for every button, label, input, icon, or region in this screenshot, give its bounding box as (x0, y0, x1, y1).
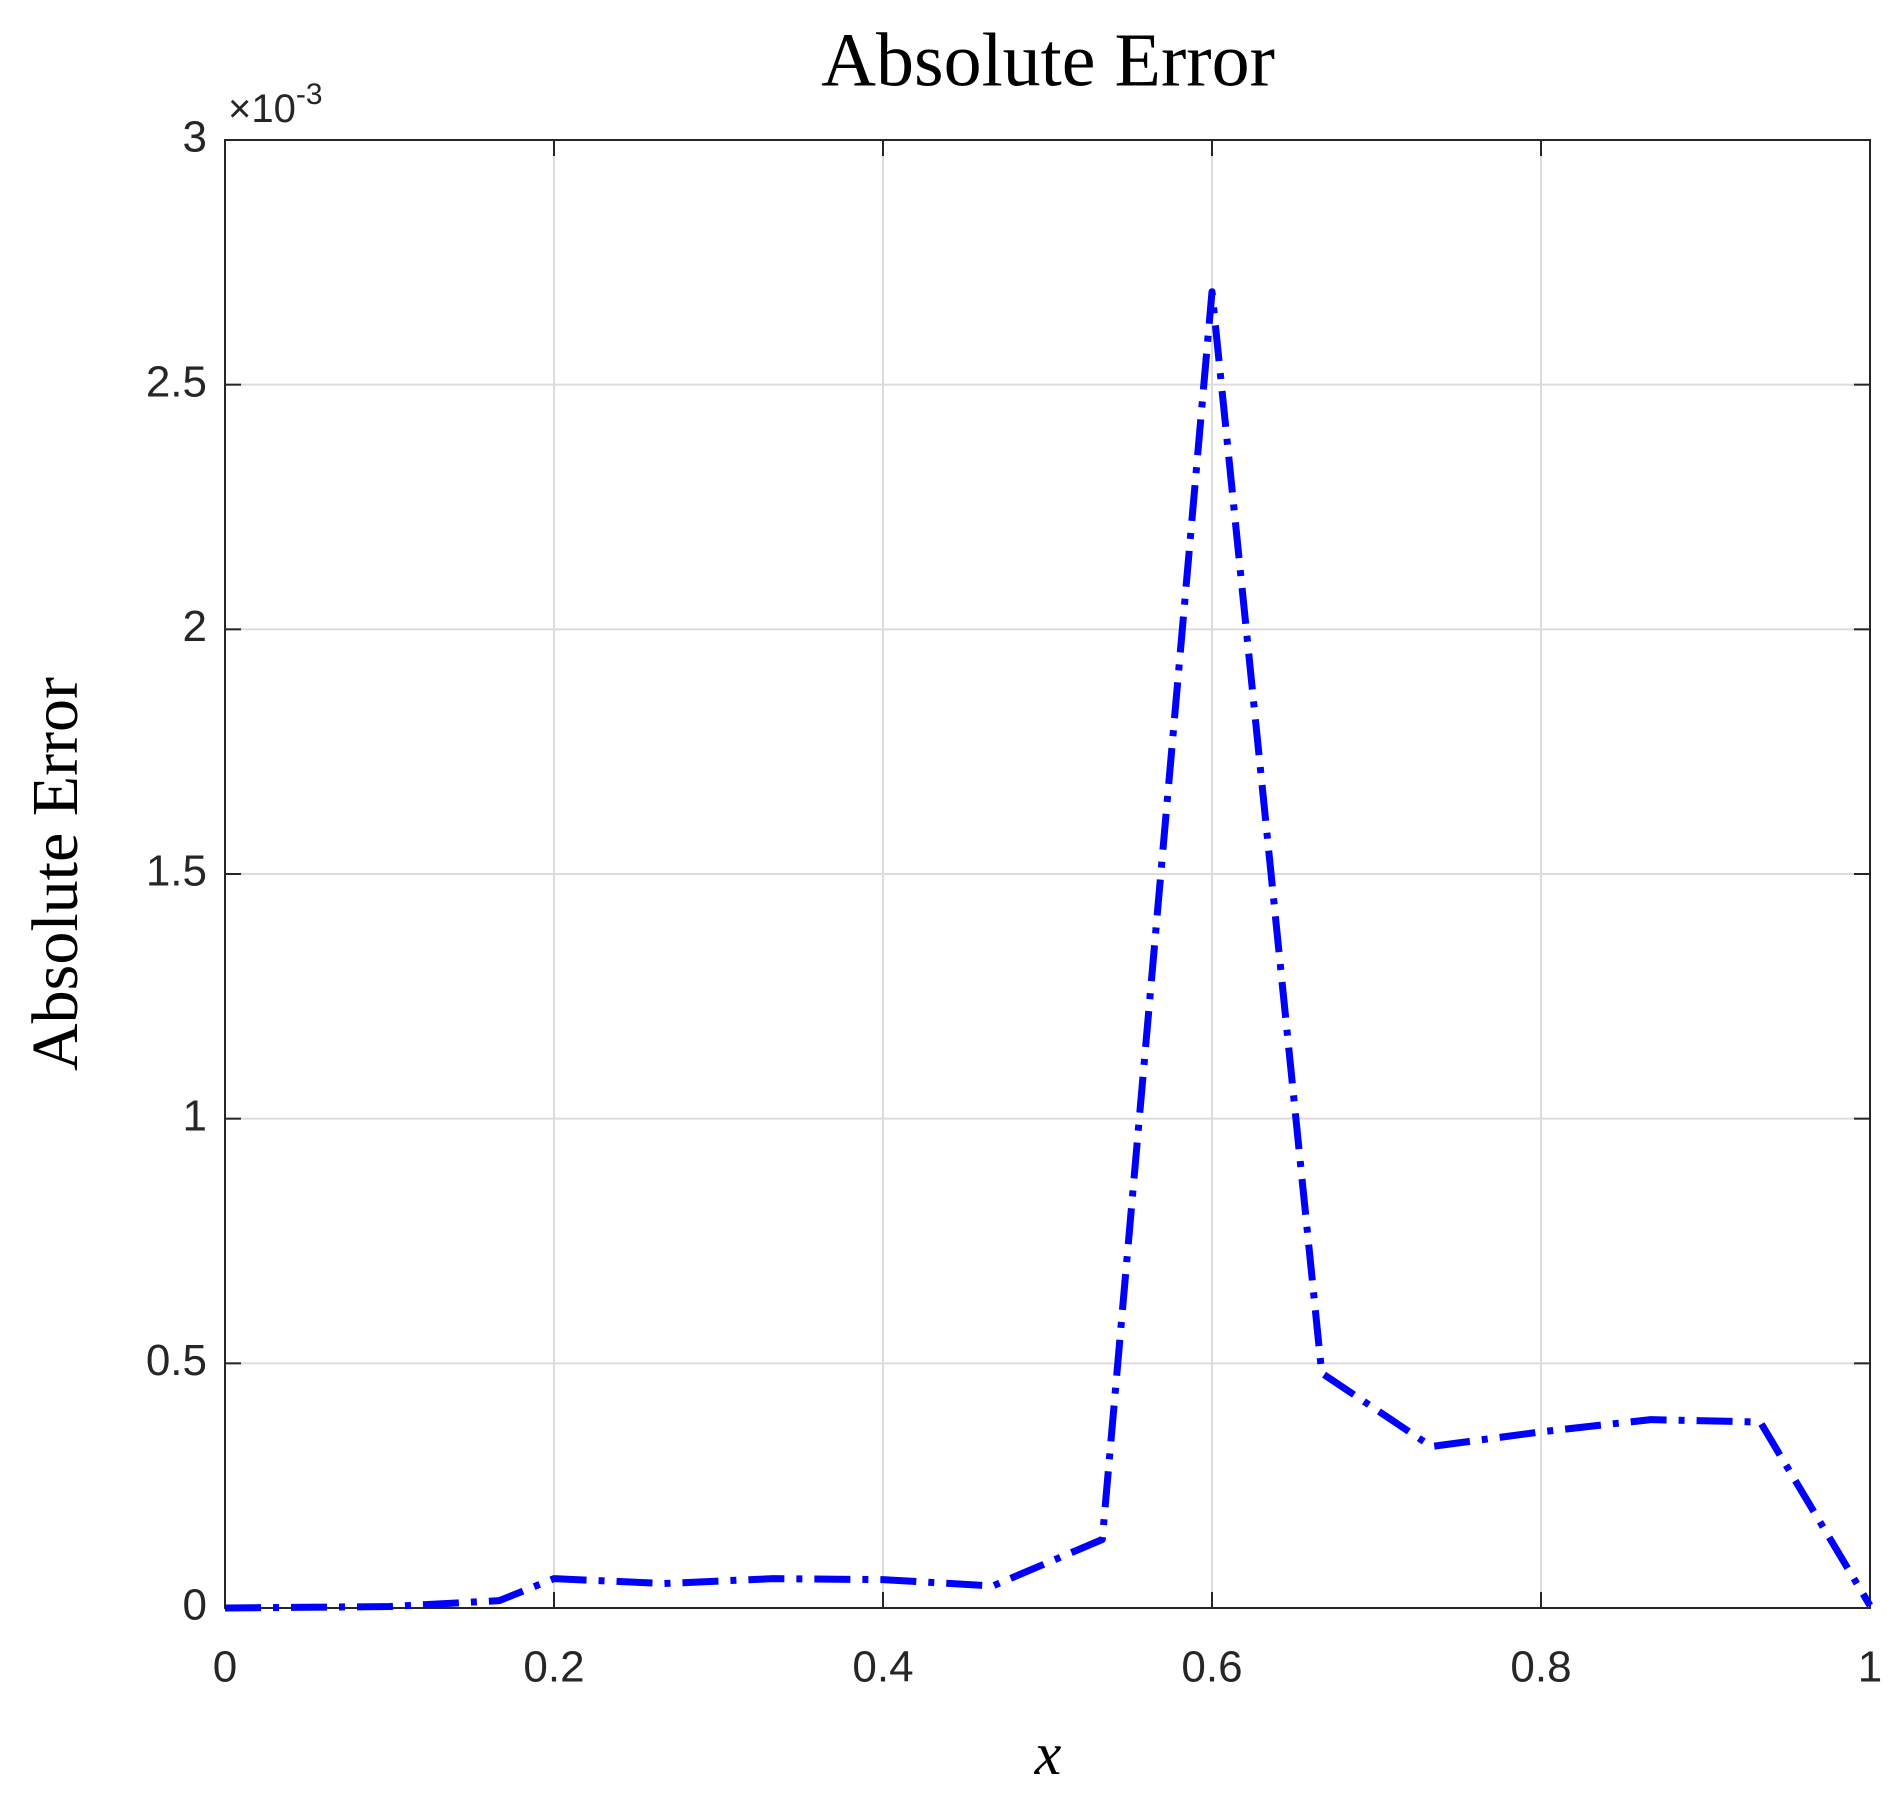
chart-title: Absolute Error (821, 18, 1275, 102)
x-tick-label: 0.6 (1181, 1643, 1242, 1692)
y-tick-label: 1.5 (146, 847, 207, 896)
x-tick-label: 0.4 (852, 1643, 913, 1692)
y-tick-label: 2.5 (146, 357, 207, 406)
y-multiplier: ×10-3 (228, 78, 323, 131)
plot-frame (224, 139, 1871, 1609)
y-tick-label: 2 (183, 602, 207, 651)
y-tick-label: 3 (183, 113, 207, 162)
y-multiplier-exponent: -3 (296, 78, 323, 111)
y-tick-label: 1 (183, 1091, 207, 1140)
data-line (224, 288, 1874, 1612)
x-tick-label: 0.8 (1510, 1643, 1571, 1692)
x-tick-label: 0 (213, 1643, 237, 1692)
x-axis-label: x (1034, 1721, 1062, 1787)
y-tick-label: 0 (183, 1581, 207, 1630)
y-tick-label: 0.5 (146, 1336, 207, 1385)
y-multiplier-base: ×10 (228, 87, 296, 131)
x-tick-label: 1 (1858, 1643, 1882, 1692)
x-tick-label: 0.2 (523, 1643, 584, 1692)
y-axis-label: Absolute Error (19, 677, 92, 1071)
